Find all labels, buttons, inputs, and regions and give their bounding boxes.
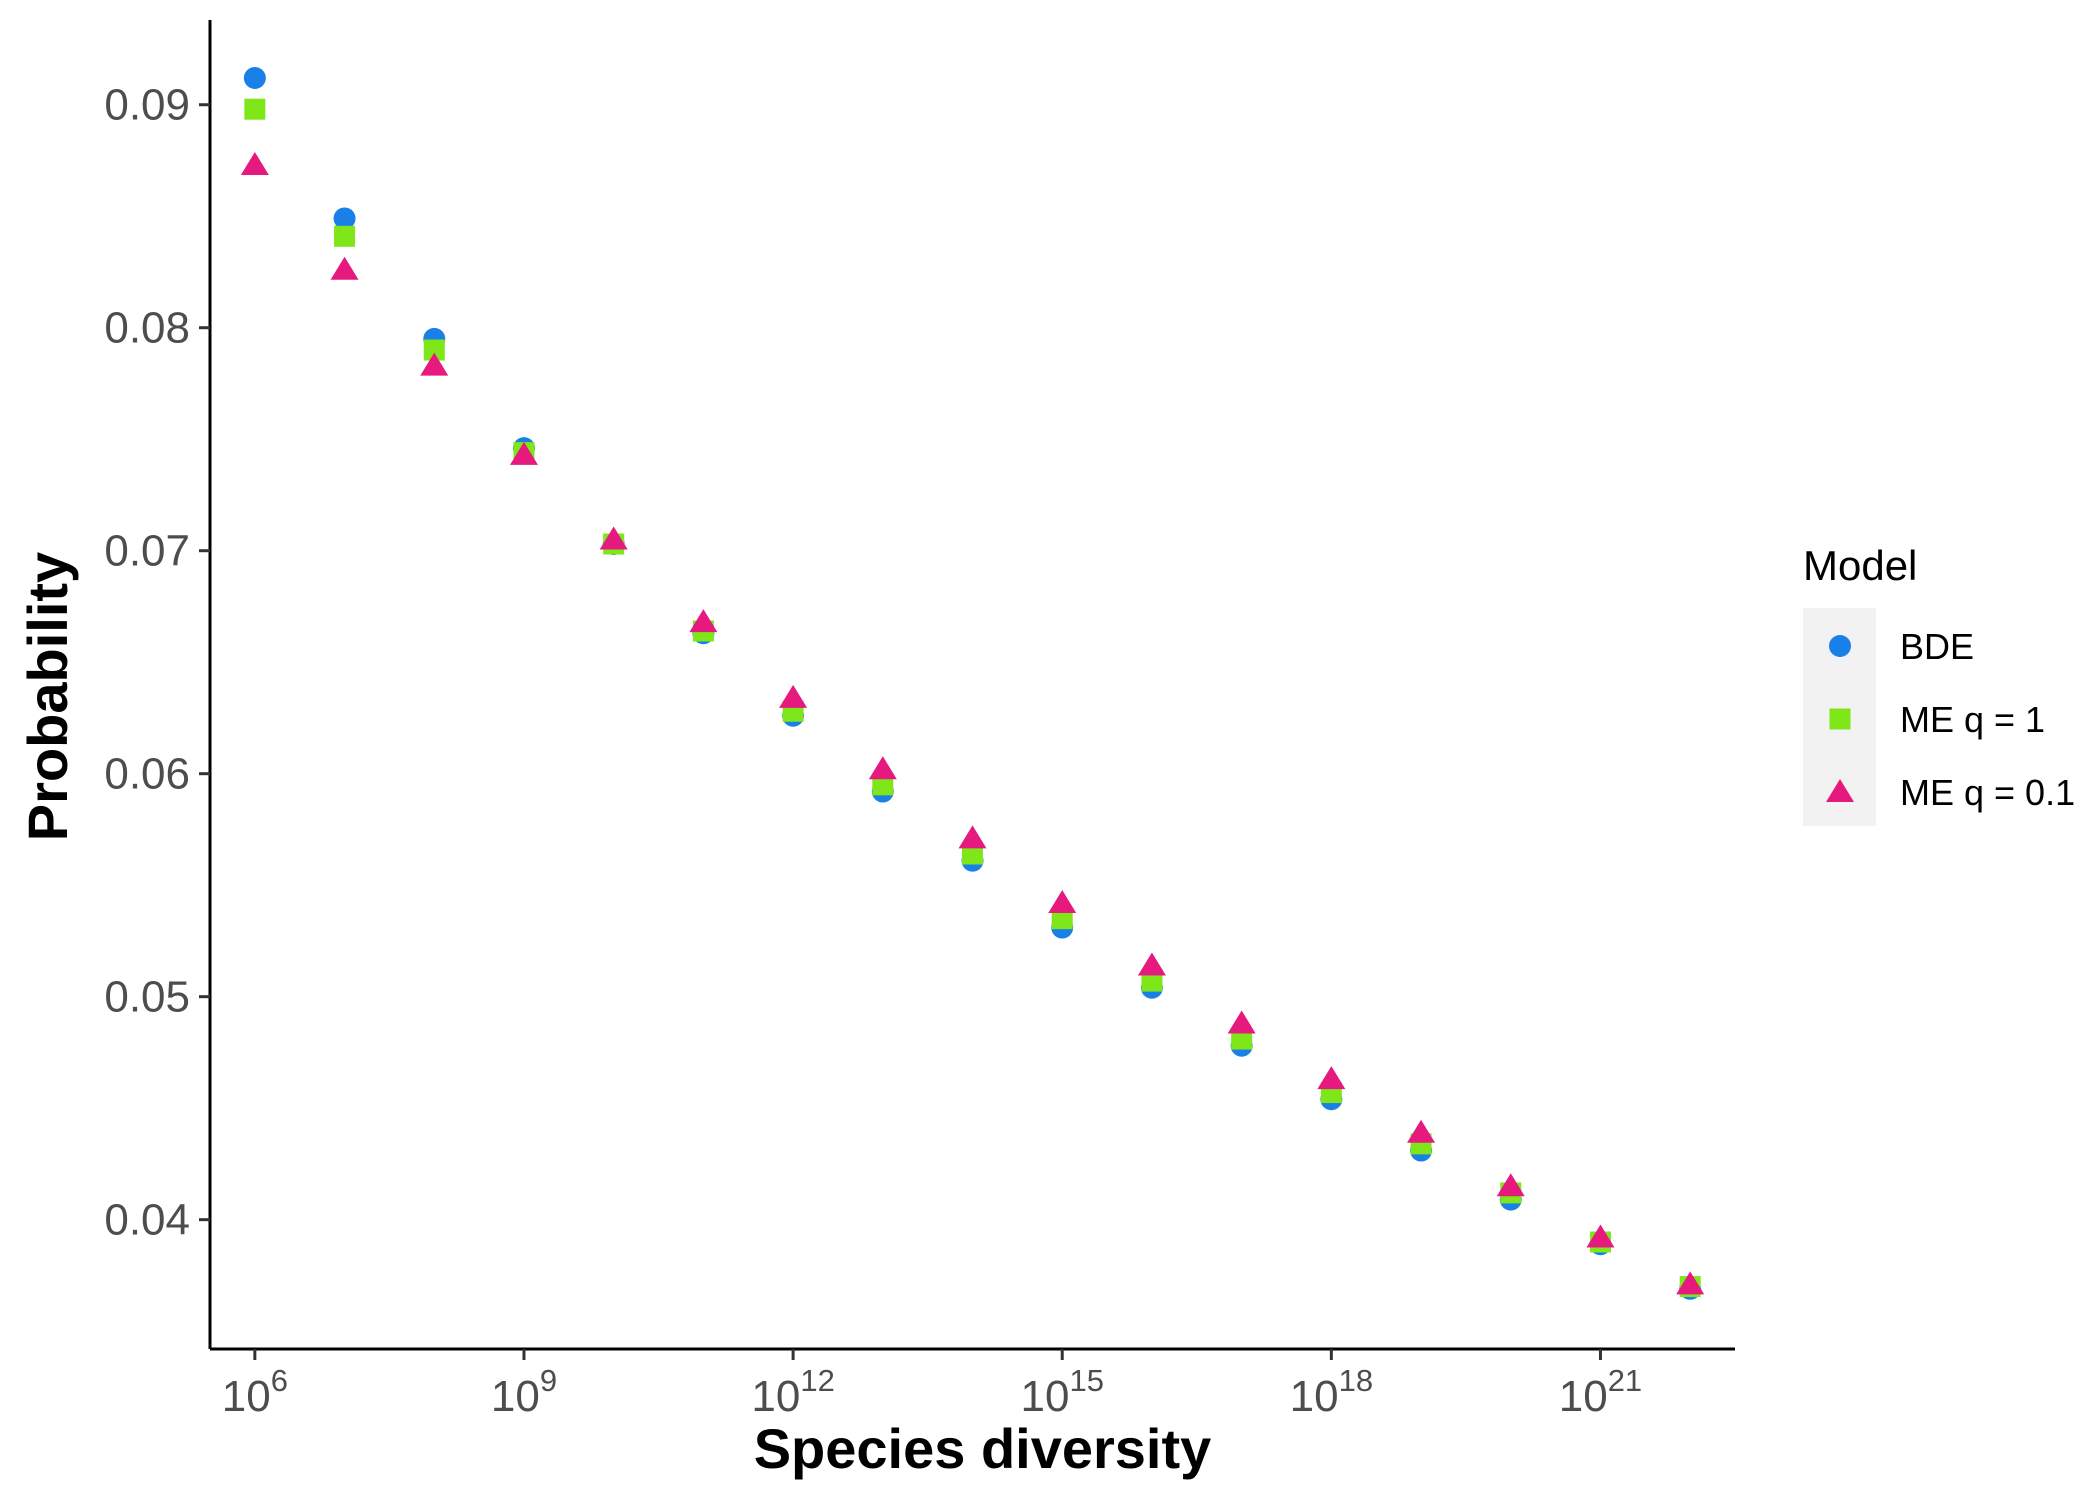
x-tick-label: 109 (491, 1363, 557, 1421)
data-point (958, 825, 987, 849)
data-points (240, 66, 1705, 1300)
legend-items: BDE ME q = 1 ME q = 0.1 (1826, 626, 2075, 813)
data-point (1407, 1119, 1436, 1143)
x-tick-label: 106 (222, 1363, 288, 1421)
legend-item: BDE (1829, 626, 1974, 667)
data-point (240, 151, 269, 175)
y-tick-label: 0.07 (104, 527, 190, 576)
legend: Model BDE ME q = 1 ME q = 0.1 (1803, 542, 2075, 826)
y-tick-label: 0.08 (104, 304, 190, 353)
data-point (334, 225, 356, 247)
data-point (420, 352, 449, 376)
data-point (1496, 1173, 1525, 1197)
y-tick-label: 0.09 (104, 81, 190, 130)
data-point (1231, 1028, 1253, 1050)
data-point (779, 684, 808, 708)
data-point (333, 207, 356, 230)
y-tick-label: 0.06 (104, 750, 190, 799)
data-point (330, 256, 359, 280)
legend-label: BDE (1900, 626, 1974, 667)
data-point (1586, 1224, 1615, 1248)
legend-title: Model (1803, 542, 1917, 589)
legend-key-triangle (1826, 779, 1854, 802)
data-point (243, 66, 266, 89)
x-tick-label: 1018 (1290, 1363, 1373, 1421)
x-axis-title: Species diversity (754, 1417, 1212, 1480)
data-point (1048, 890, 1077, 914)
data-point (1676, 1271, 1705, 1295)
data-point (872, 774, 894, 796)
legend-item: ME q = 1 (1829, 699, 2045, 740)
axes (208, 20, 1735, 1351)
data-point (244, 98, 266, 120)
legend-key-circle (1829, 635, 1851, 657)
series-circle (243, 66, 1702, 1300)
data-point (962, 843, 984, 865)
data-point (868, 756, 897, 780)
data-point (1227, 1010, 1256, 1034)
data-point (1141, 970, 1163, 992)
legend-item: ME q = 0.1 (1826, 772, 2075, 813)
x-tick-label: 1012 (751, 1363, 834, 1421)
x-axis-ticks: 106 109 1012 1015 1018 1021 (222, 1349, 1642, 1421)
legend-label: ME q = 1 (1900, 699, 2045, 740)
legend-label: ME q = 0.1 (1900, 772, 2075, 813)
data-point (1051, 908, 1073, 930)
x-tick-label: 1015 (1021, 1363, 1104, 1421)
y-axis-ticks: 0.04 0.05 0.06 0.07 0.08 0.09 (104, 81, 210, 1245)
data-point (509, 441, 538, 465)
data-point (599, 526, 628, 550)
y-axis-title: Probability (16, 552, 79, 841)
x-tick-label: 1021 (1559, 1363, 1642, 1421)
y-tick-label: 0.04 (104, 1196, 190, 1245)
y-tick-label: 0.05 (104, 973, 190, 1022)
legend-key-square (1829, 708, 1851, 730)
data-point (689, 609, 718, 633)
series-square (244, 98, 1701, 1298)
data-point (423, 339, 445, 361)
series-triangle (240, 151, 1705, 1295)
data-point (1317, 1066, 1346, 1090)
data-point (1137, 952, 1166, 976)
